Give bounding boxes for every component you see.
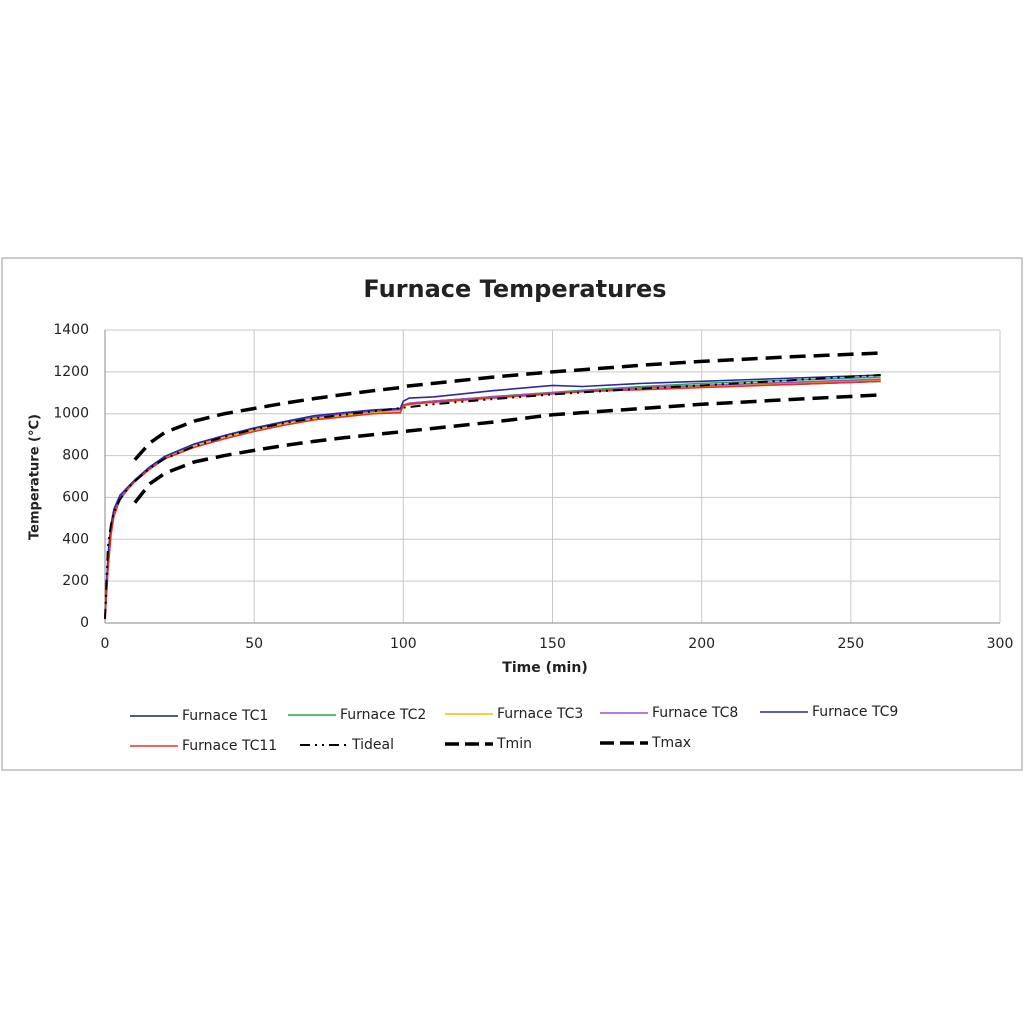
x-tick-label: 100 [390,636,417,652]
legend-label: Furnace TC1 [182,708,268,724]
legend-label: Tideal [351,737,394,753]
y-tick-label: 1200 [53,364,89,380]
y-tick-label: 0 [80,615,89,631]
legend-label: Furnace TC3 [497,706,583,722]
y-tick-label: 1400 [53,322,89,338]
chart-frame [1,257,1023,771]
x-tick-label: 300 [987,636,1014,652]
legend-label: Furnace TC11 [182,738,277,754]
y-tick-label: 400 [62,531,89,547]
x-tick-label: 250 [837,636,864,652]
y-tick-label: 200 [62,573,89,589]
x-tick-label: 50 [245,636,263,652]
y-axis-label: Temperature (°C) [28,414,43,540]
x-tick-label: 200 [688,636,715,652]
y-tick-label: 1000 [53,406,89,422]
legend-label: Furnace TC2 [340,707,426,723]
series-line [104,374,881,619]
x-axis-label: Time (min) [502,660,587,676]
y-tick-label: 600 [62,489,89,505]
legend-label: Furnace TC9 [812,704,898,720]
legend-label: Tmin [496,736,532,752]
x-tick-label: 150 [539,636,566,652]
series-line [133,393,881,504]
series-line [133,351,881,461]
x-tick-label: 0 [101,636,110,652]
series-line [104,380,881,619]
legend-label: Furnace TC8 [652,705,738,721]
legend-label: Tmax [651,735,691,751]
chart-title: Furnace Temperatures [363,275,666,303]
y-tick-label: 800 [62,448,89,464]
